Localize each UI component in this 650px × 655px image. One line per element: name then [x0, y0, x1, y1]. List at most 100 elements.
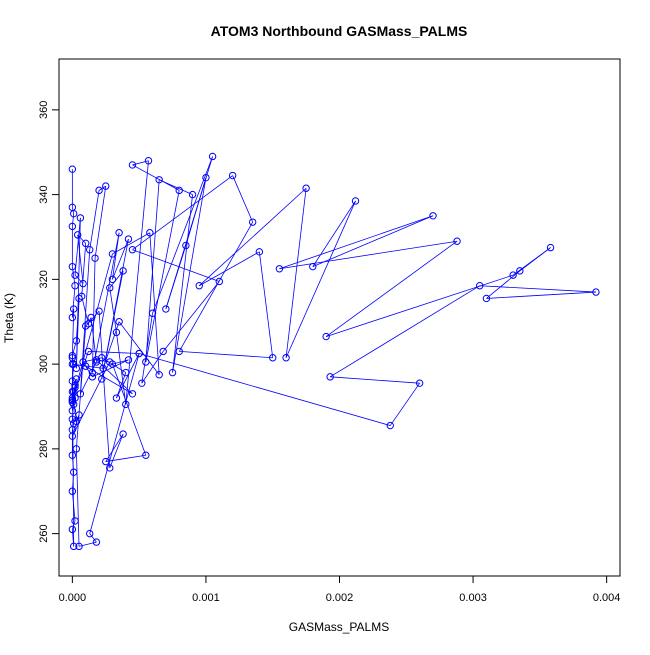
series-line-segment	[71, 253, 113, 401]
x-tick-label: 0.003	[459, 592, 487, 604]
series-line-segment	[232, 175, 254, 223]
data-point	[102, 457, 110, 466]
series-line-segment	[132, 249, 220, 282]
data-point	[302, 184, 310, 192]
series-line-segment	[125, 160, 149, 405]
data-point	[255, 248, 264, 256]
chart-title: ATOM3 Northbound GASMass_PALMS	[211, 23, 468, 39]
series-line-segment	[172, 177, 207, 373]
data-point	[99, 364, 107, 373]
data-point	[429, 212, 437, 220]
series-line-segment	[75, 325, 87, 449]
data-point	[282, 354, 290, 362]
data-point	[82, 322, 90, 330]
data-point	[68, 222, 77, 231]
data-point	[482, 294, 491, 303]
data-point	[102, 182, 110, 190]
data-point	[79, 279, 87, 288]
series-line-segment	[486, 270, 521, 299]
series-line-segment	[152, 156, 213, 314]
data-point	[275, 265, 284, 273]
data-point	[88, 373, 97, 381]
series-line-segment	[94, 186, 107, 259]
series-line-segment	[258, 251, 274, 358]
y-tick-label: 360	[38, 101, 50, 119]
data-point	[76, 390, 85, 398]
series-line-segment	[285, 200, 356, 358]
series-line-segment	[112, 232, 120, 280]
x-axis: 0.000 0.001 0.002 0.003 0.004	[59, 575, 621, 604]
data-point	[248, 218, 257, 226]
data-point	[202, 173, 210, 182]
data-layer	[68, 152, 600, 551]
y-tick-label: 260	[38, 524, 50, 542]
data-point	[95, 186, 103, 195]
data-point	[69, 542, 78, 551]
x-tick-label: 0.004	[593, 592, 621, 604]
series-line-segment	[159, 179, 193, 195]
data-point	[71, 282, 79, 290]
data-point	[76, 214, 85, 222]
series-line-segment	[89, 533, 97, 543]
series-line-segment	[326, 274, 514, 337]
series-line-segment	[279, 240, 458, 270]
series-line-segment	[71, 213, 75, 227]
data-point	[119, 430, 127, 438]
series-line-segment	[89, 190, 100, 250]
series-line-segment	[199, 251, 260, 287]
series-line-segment	[325, 240, 458, 337]
series-line-segment	[109, 433, 124, 469]
series-line-segment	[479, 285, 596, 293]
data-point	[68, 451, 77, 459]
series-line-segment	[112, 238, 129, 280]
series-line-segment	[112, 232, 151, 255]
series-line-segment	[330, 376, 420, 384]
y-axis-label: Theta (K)	[2, 293, 16, 343]
series-line-segment	[139, 353, 391, 426]
data-point	[108, 275, 117, 284]
series-line-segment	[285, 188, 307, 358]
data-point	[71, 383, 79, 392]
data-point	[112, 328, 121, 337]
data-point	[546, 243, 555, 252]
data-point	[68, 525, 77, 534]
data-point	[208, 152, 217, 161]
series-line-segment	[105, 454, 146, 462]
data-point	[68, 398, 77, 406]
data-point	[159, 347, 167, 356]
series-0	[68, 152, 600, 551]
data-point	[135, 349, 143, 358]
data-point	[128, 161, 137, 169]
data-point	[72, 337, 81, 345]
series-line-segment	[179, 351, 273, 359]
x-tick-label: 0.001	[192, 592, 220, 604]
data-point	[92, 358, 101, 366]
data-point	[386, 421, 394, 430]
data-point	[72, 445, 81, 453]
data-point	[106, 464, 114, 472]
data-point	[71, 517, 79, 525]
series-line-segment	[85, 365, 133, 395]
series-line-segment	[75, 448, 80, 547]
series-line-segment	[98, 185, 106, 191]
data-point	[69, 468, 78, 476]
series-line-segment	[165, 156, 213, 310]
series-line-segment	[72, 363, 86, 367]
data-point	[69, 209, 78, 218]
data-point	[509, 271, 517, 279]
data-point	[322, 332, 330, 341]
series-line-segment	[77, 234, 87, 244]
data-point	[95, 307, 103, 315]
plot-frame	[58, 58, 621, 577]
data-point	[68, 360, 77, 368]
data-point	[98, 375, 106, 383]
data-point	[71, 271, 79, 279]
series-line-segment	[145, 190, 180, 363]
data-point	[68, 487, 77, 495]
series-line-segment	[89, 353, 140, 534]
data-point	[68, 415, 77, 423]
data-point	[128, 245, 137, 254]
series-line-segment	[81, 296, 89, 324]
data-point	[175, 186, 183, 195]
data-point	[592, 288, 600, 296]
